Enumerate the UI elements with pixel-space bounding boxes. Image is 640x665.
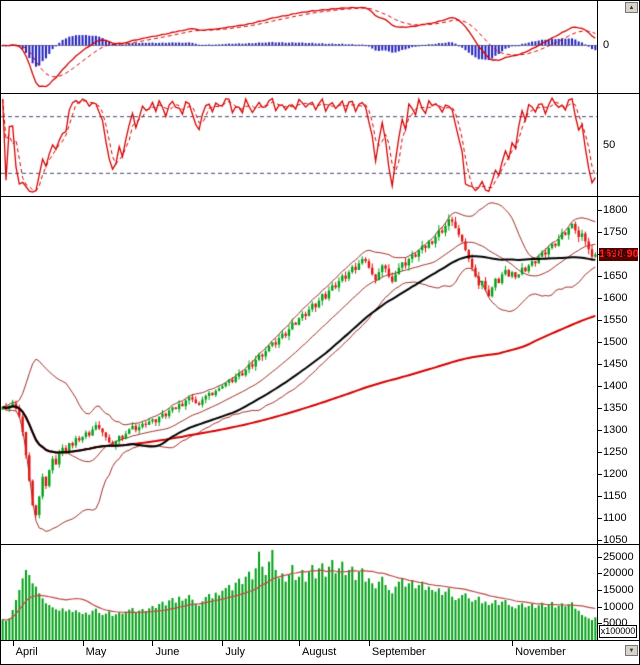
- macd-panel-canvas[interactable]: [1, 1, 597, 93]
- volume-tick-label: 20000: [603, 567, 634, 580]
- price-tick-label-tick: [598, 210, 602, 212]
- price-panel: 1698.900 1800 1750 1700 1650 1600 1550 1500 145…: [1, 197, 639, 546]
- macd-right-axis: 0 ▲: [597, 1, 639, 93]
- month-label: August: [302, 646, 337, 658]
- price-panel-canvas[interactable]: [1, 197, 597, 544]
- month-tick: [368, 641, 370, 646]
- price-tick-label-tick: [598, 473, 602, 475]
- volume-tick-label-tick: [598, 556, 602, 558]
- volume-right-axis: x100000 25000 20000 15000 10000 5000: [597, 545, 639, 640]
- price-tick-label-tick: [598, 407, 602, 409]
- volume-tick-label-tick: [598, 573, 602, 575]
- macd-zero-label: 0: [603, 39, 610, 52]
- month-tick: [12, 641, 14, 646]
- volume-tick-label: 10000: [603, 600, 634, 613]
- price-tick-label-tick: [598, 495, 602, 497]
- price-tick-label-tick: [598, 319, 602, 321]
- month-label: July: [225, 646, 245, 658]
- price-tick-label: 1800: [603, 204, 628, 217]
- volume-panel-canvas[interactable]: [1, 545, 597, 640]
- month-tick: [512, 641, 514, 646]
- time-axis: ▼ April May June July August September Novembe…: [1, 641, 639, 664]
- price-tick-label: 1700: [603, 248, 628, 261]
- volume-tick-label: 5000: [603, 617, 628, 630]
- stochastic-fifty-label: 50: [603, 139, 616, 151]
- volume-tick-label: 15000: [603, 584, 634, 596]
- price-tick-label: 1250: [603, 445, 628, 458]
- volume-scale-label: x100000: [599, 625, 637, 638]
- month-tick: [152, 641, 154, 646]
- price-tick-label-tick: [598, 363, 602, 365]
- price-tick-label: 1500: [603, 335, 628, 348]
- price-tick-label: 1650: [603, 270, 628, 283]
- price-tick-label-tick: [598, 429, 602, 431]
- price-tick-label: 1100: [603, 511, 627, 524]
- last-price-tag: 1698.900: [599, 247, 639, 261]
- month-tick: [82, 641, 84, 646]
- price-tick-label: 1550: [603, 313, 628, 326]
- volume-tick-label-tick: [598, 606, 602, 608]
- price-tick-label-tick: [598, 298, 602, 300]
- price-tick-label-tick: [598, 341, 602, 343]
- price-tick-label: 1450: [603, 357, 628, 370]
- volume-tick-label-tick: [598, 590, 602, 591]
- price-tick-label: 1600: [603, 292, 628, 305]
- month-tick: [222, 641, 224, 646]
- month-label: June: [155, 646, 180, 658]
- price-right-axis: 1698.900 1800 1750 1700 1650 1600 1550 1500 145…: [597, 197, 639, 546]
- price-tick-label-tick: [598, 232, 602, 234]
- price-tick-label-tick: [598, 385, 602, 387]
- month-tick: [299, 641, 300, 646]
- price-tick-label-tick: [598, 451, 602, 453]
- price-tick-label: 1150: [603, 489, 627, 502]
- price-tick-label: 1200: [603, 467, 628, 480]
- scroll-up-button[interactable]: ▲: [625, 2, 638, 13]
- volume-tick-label: 25000: [603, 550, 634, 563]
- month-label: April: [15, 646, 38, 658]
- stochastic-panel: 50: [1, 94, 639, 197]
- month-label: May: [85, 646, 107, 658]
- price-tick-label: 1750: [603, 226, 628, 239]
- price-tick-label: 1300: [603, 423, 628, 436]
- volume-tick-label-tick: [598, 623, 602, 625]
- month-label: November: [515, 646, 566, 658]
- month-label: September: [371, 646, 426, 658]
- price-tick-label: 1350: [603, 401, 628, 414]
- price-tick-label-tick: [598, 517, 602, 519]
- macd-panel: 0 ▲: [1, 1, 639, 94]
- volume-panel: x100000 25000 20000 15000 10000 5000: [1, 545, 639, 641]
- stochastic-panel-canvas[interactable]: [1, 94, 597, 196]
- price-tick-label-tick: [598, 276, 602, 278]
- scroll-down-button[interactable]: ▼: [625, 645, 638, 656]
- price-tick-label-tick: [598, 254, 602, 256]
- stochastic-right-axis: 50: [597, 94, 639, 196]
- price-tick-label: 1400: [603, 379, 628, 392]
- price-tick-label: 1050: [603, 533, 628, 546]
- price-tick-label-tick: [598, 539, 602, 541]
